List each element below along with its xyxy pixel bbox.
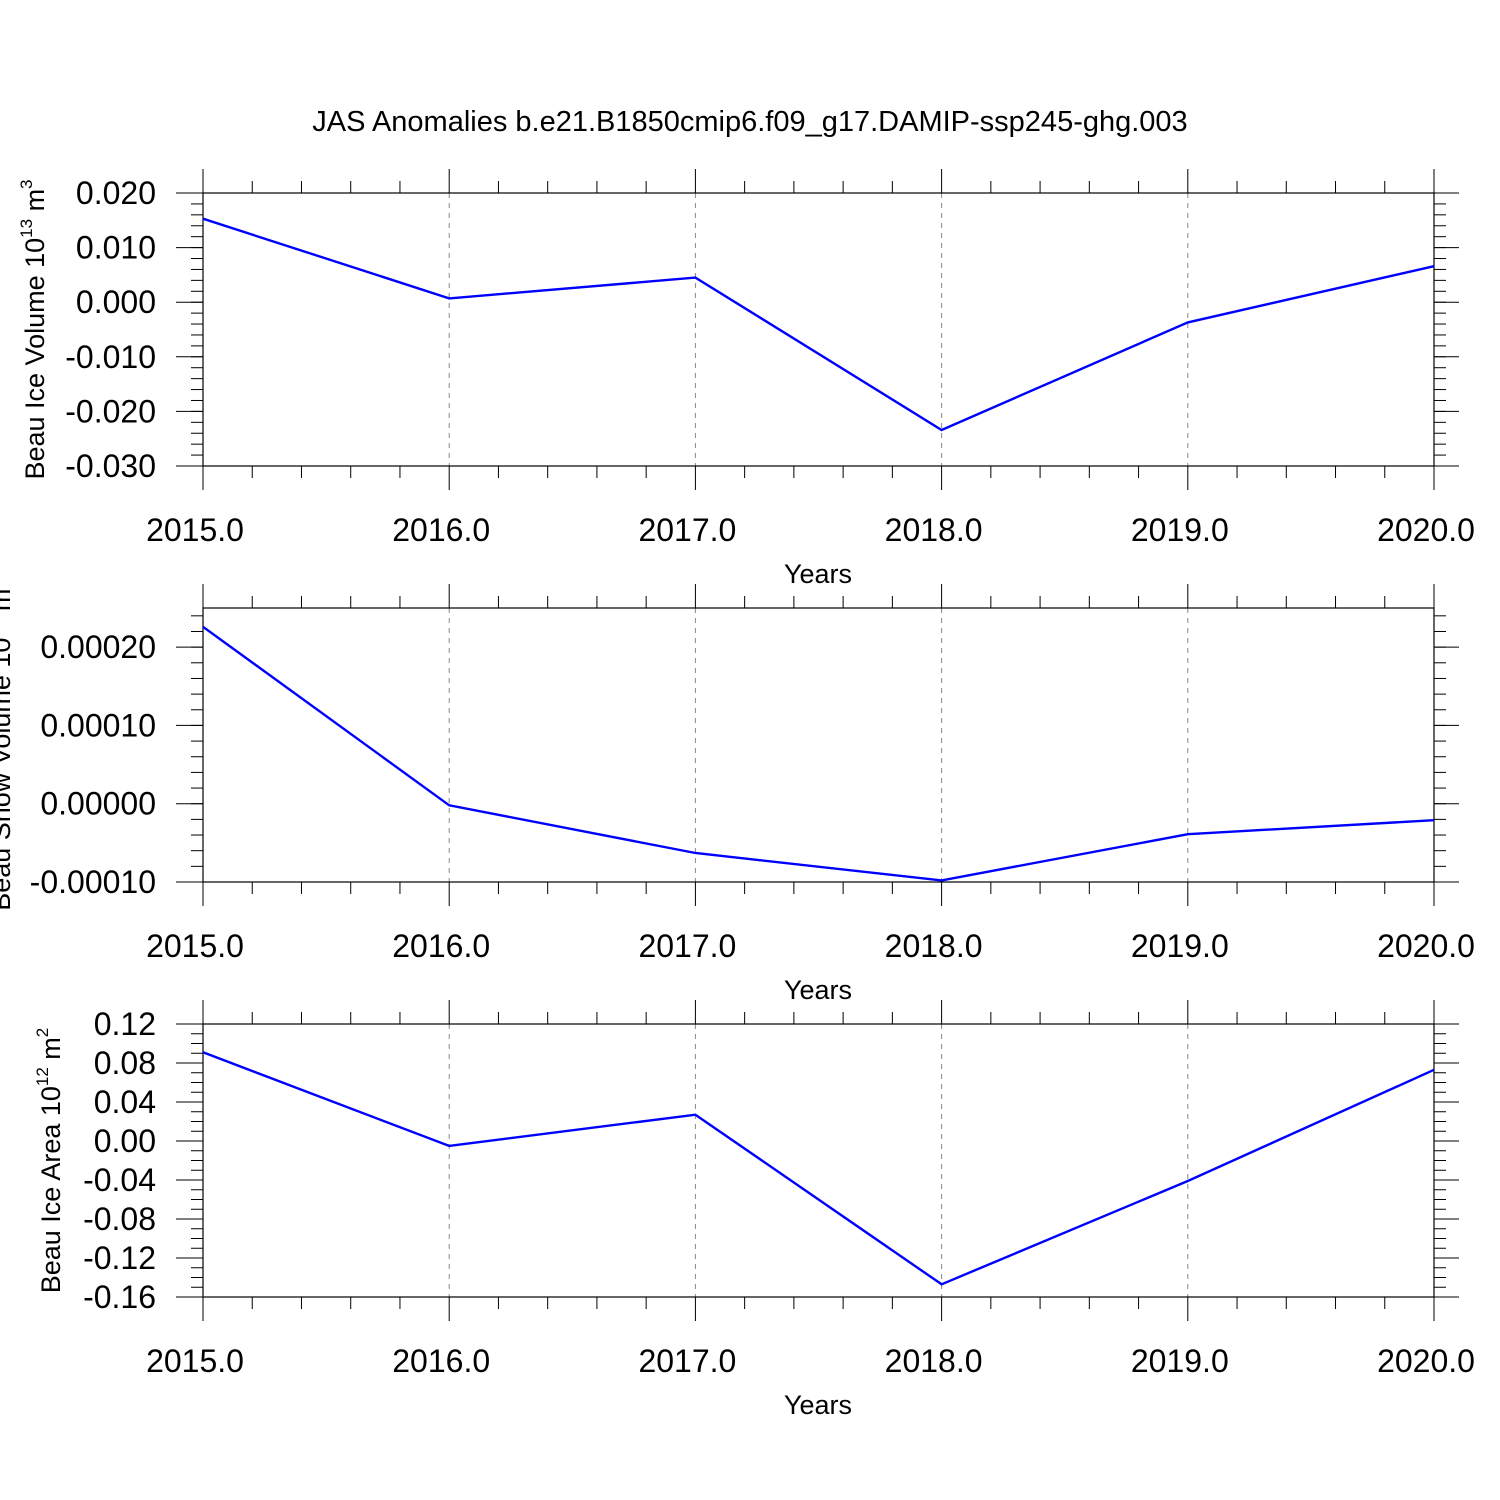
y-axis-label: Beau Ice Volume 1013 m3	[17, 179, 50, 479]
y-tick-label: 0.00	[94, 1123, 156, 1159]
x-tick-label: 2015.0	[146, 512, 244, 548]
x-tick-label: 2018.0	[885, 1343, 983, 1379]
x-tick-label: 2019.0	[1131, 928, 1229, 964]
y-tick-label: -0.16	[83, 1279, 156, 1315]
y-tick-label: 0.010	[76, 230, 156, 266]
x-tick-label: 2017.0	[638, 1343, 736, 1379]
x-tick-label: 2015.0	[146, 928, 244, 964]
y-tick-label: -0.12	[83, 1240, 156, 1276]
y-tick-label: 0.04	[94, 1084, 156, 1120]
y-tick-label: 0.12	[94, 1006, 156, 1042]
x-tick-label: 2016.0	[392, 1343, 490, 1379]
series-line	[202, 625, 1435, 882]
y-axis-label-unit-exponent: 2	[33, 1028, 52, 1037]
y-axis-label-text: Beau Ice Area 10	[36, 1086, 66, 1293]
y-axis-label-unit: m	[20, 189, 50, 219]
series-line	[202, 1051, 1435, 1286]
x-tick-label: 2019.0	[1131, 1343, 1229, 1379]
x-axis-label: Years	[784, 559, 852, 589]
x-tick-label: 2018.0	[885, 928, 983, 964]
y-axis-label-exponent: 13	[0, 619, 2, 638]
x-tick-label: 2015.0	[146, 1343, 244, 1379]
y-axis-label: Beau Snow Volume 1013 m3	[0, 579, 16, 911]
y-axis-label-unit: m	[36, 1037, 66, 1067]
y-tick-label: 0.020	[76, 175, 156, 211]
y-axis-label-unit: m	[0, 589, 16, 619]
y-tick-label: -0.04	[83, 1162, 156, 1198]
x-tick-label: 2016.0	[392, 512, 490, 548]
y-tick-label: -0.030	[65, 448, 156, 484]
y-axis-label-unit-exponent: 3	[0, 579, 2, 588]
plot-frame	[202, 607, 1435, 883]
y-axis-label-exponent: 13	[17, 219, 36, 238]
panel-1: 2015.0 2016.0 2017.0 2018.0 2019.0 2020.0 Year…	[17, 169, 1475, 589]
panel-2: 2015.0 2016.0 2017.0 2018.0 2019.0 2020.0 Year…	[0, 579, 1475, 1005]
y-tick-label: 0.00010	[40, 707, 156, 743]
y-axis-label-text: Beau Ice Volume 10	[20, 238, 50, 480]
y-tick-label: 0.00020	[40, 629, 156, 665]
y-axis-label-exponent: 12	[33, 1067, 52, 1086]
plot-frame	[202, 1023, 1435, 1298]
y-tick-label: -0.00010	[30, 864, 156, 900]
x-tick-label: 2020.0	[1377, 1343, 1475, 1379]
x-tick-label: 2020.0	[1377, 928, 1475, 964]
y-tick-label: 0.000	[76, 284, 156, 320]
plot-frame	[202, 192, 1435, 467]
y-tick-label: 0.08	[94, 1045, 156, 1081]
x-axis-label: Years	[784, 975, 852, 1005]
x-tick-label: 2016.0	[392, 928, 490, 964]
y-tick-label: -0.010	[65, 339, 156, 375]
x-axis-label: Years	[784, 1390, 852, 1420]
y-axis-label-unit-exponent: 3	[17, 179, 36, 188]
y-tick-label: 0.00000	[40, 786, 156, 822]
y-axis-label-text: Beau Snow Volume 10	[0, 638, 16, 911]
x-tick-label: 2020.0	[1377, 512, 1475, 548]
x-tick-label: 2017.0	[638, 928, 736, 964]
figure-title: JAS Anomalies b.e21.B1850cmip6.f09_g17.D…	[312, 106, 1187, 138]
x-tick-label: 2017.0	[638, 512, 736, 548]
y-axis-label: Beau Ice Area 1012 m2	[33, 1028, 66, 1294]
series-line	[202, 217, 1435, 432]
y-tick-label: -0.08	[83, 1201, 156, 1237]
y-tick-label: -0.020	[65, 393, 156, 429]
x-tick-label: 2018.0	[885, 512, 983, 548]
x-tick-label: 2019.0	[1131, 512, 1229, 548]
panel-3: 2015.0 2016.0 2017.0 2018.0 2019.0 2020.0 Year…	[33, 1000, 1475, 1420]
